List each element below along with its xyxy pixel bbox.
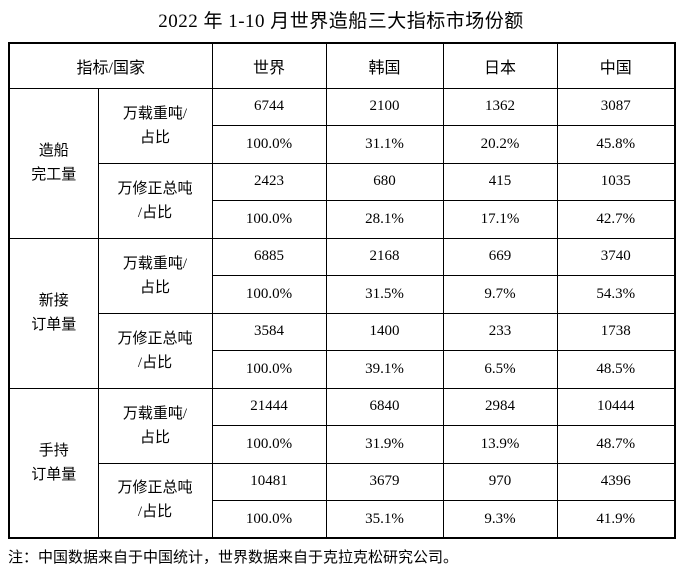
table-title: 2022 年 1-10 月世界造船三大指标市场份额 (158, 11, 524, 32)
share-cell: 17.1% (442, 200, 558, 239)
share-cell: 28.1% (325, 200, 444, 239)
share-cell: 41.9% (556, 500, 676, 539)
share-cell: 20.2% (442, 125, 558, 164)
value-cell: 233 (442, 312, 558, 351)
value-cell: 669 (442, 237, 558, 276)
share-cell: 100.0% (211, 350, 327, 389)
value-cell: 2168 (325, 237, 444, 276)
column-header-japan: 日本 (442, 42, 558, 89)
value-cell: 6840 (325, 387, 444, 426)
column-header-china: 中国 (556, 42, 676, 89)
column-header-world: 世界 (211, 42, 327, 89)
table-row: 100.0% 31.9% 13.9% 48.7% (9, 425, 676, 464)
value-cell: 10481 (211, 462, 327, 501)
value-cell: 970 (442, 462, 558, 501)
value-cell: 1362 (442, 87, 558, 126)
share-cell: 48.5% (556, 350, 676, 389)
share-cell: 100.0% (211, 425, 327, 464)
footnote: 注：中国数据来自于中国统计，世界数据来自于克拉克松研究公司。 (8, 550, 459, 566)
table-row: 万修正总吨 /占比 2423 680 415 1035 (9, 162, 676, 239)
value-cell: 10444 (556, 387, 676, 426)
value-cell: 3087 (556, 87, 676, 126)
value-cell: 4396 (556, 462, 676, 501)
table-row: 100.0% 35.1% 9.3% 41.9% (9, 500, 676, 539)
share-cell: 31.1% (325, 125, 444, 164)
table-header-row: 指标/国家 世界 韩国 日本 中国 (8, 42, 676, 89)
metric-label-cgt: 万修正总吨 /占比 (97, 162, 213, 239)
value-cell: 2100 (325, 87, 444, 126)
value-cell: 1035 (556, 162, 676, 201)
table-row: 100.0% 31.1% 20.2% 45.8% (9, 125, 676, 164)
metric-label-cgt: 万修正总吨 /占比 (97, 462, 213, 539)
metric-label-dwt: 万载重吨/ 占比 (97, 87, 213, 164)
table-row: 新接 订单量 万载重吨/ 占比 6885 2168 669 3740 (8, 237, 676, 389)
share-cell: 100.0% (211, 275, 327, 314)
value-cell: 6744 (211, 87, 327, 126)
share-cell: 31.5% (325, 275, 444, 314)
table-row: 万修正总吨 /占比 3584 1400 233 1738 (9, 312, 676, 389)
group-label-completions: 造船 完工量 (8, 87, 99, 239)
share-cell: 42.7% (556, 200, 676, 239)
corner-header-cell: 指标/国家 (8, 42, 213, 89)
value-cell: 3740 (556, 237, 676, 276)
share-cell: 39.1% (325, 350, 444, 389)
table-row: 手持 订单量 万载重吨/ 占比 21444 6840 2984 10444 (8, 387, 676, 539)
value-cell: 3584 (211, 312, 327, 351)
share-cell: 9.3% (442, 500, 558, 539)
group-label-new-orders: 新接 订单量 (8, 237, 99, 389)
value-cell: 680 (325, 162, 444, 201)
share-cell: 48.7% (556, 425, 676, 464)
share-cell: 54.3% (556, 275, 676, 314)
share-cell: 9.7% (442, 275, 558, 314)
table-row: 造船 完工量 万载重吨/ 占比 6744 2100 1362 3087 (8, 87, 676, 239)
value-cell: 2423 (211, 162, 327, 201)
table-row: 100.0% 31.5% 9.7% 54.3% (9, 275, 676, 314)
share-cell: 100.0% (211, 200, 327, 239)
value-cell: 1400 (325, 312, 444, 351)
value-cell: 415 (442, 162, 558, 201)
share-cell: 45.8% (556, 125, 676, 164)
market-share-table: 指标/国家 世界 韩国 日本 中国 造船 完工量 万载重吨/ 占比 6744 2… (8, 42, 677, 539)
share-cell: 35.1% (325, 500, 444, 539)
share-cell: 13.9% (442, 425, 558, 464)
table-row: 100.0% 39.1% 6.5% 48.5% (9, 350, 676, 389)
share-cell: 31.9% (325, 425, 444, 464)
share-cell: 100.0% (211, 125, 327, 164)
column-header-korea: 韩国 (325, 42, 444, 89)
table-row: 100.0% 28.1% 17.1% 42.7% (9, 200, 676, 239)
share-cell: 6.5% (442, 350, 558, 389)
value-cell: 2984 (442, 387, 558, 426)
value-cell: 3679 (325, 462, 444, 501)
share-cell: 100.0% (211, 500, 327, 539)
metric-label-dwt: 万载重吨/ 占比 (97, 237, 213, 314)
table-row: 万修正总吨 /占比 10481 3679 970 4396 (9, 462, 676, 539)
metric-label-dwt: 万载重吨/ 占比 (97, 387, 213, 464)
metric-label-cgt: 万修正总吨 /占比 (97, 312, 213, 389)
group-label-order-backlog: 手持 订单量 (8, 387, 99, 539)
value-cell: 6885 (211, 237, 327, 276)
value-cell: 21444 (211, 387, 327, 426)
value-cell: 1738 (556, 312, 676, 351)
